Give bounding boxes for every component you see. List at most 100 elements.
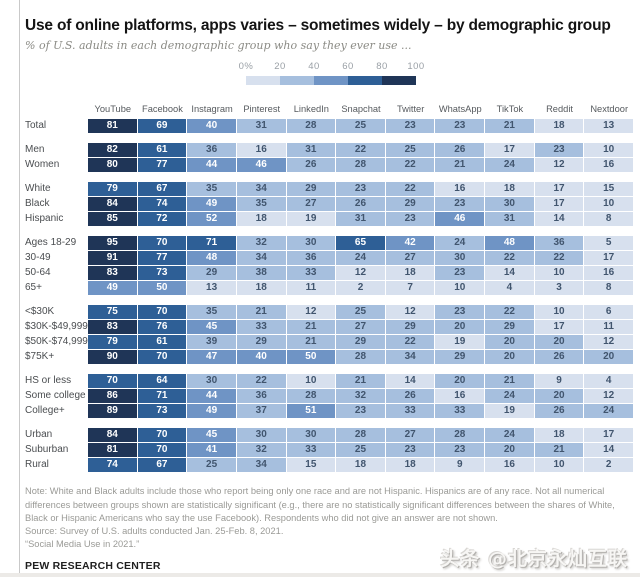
heatmap-cell: 29 <box>485 320 534 335</box>
heatmap-cell: 24 <box>485 158 534 173</box>
heatmap-cell: 81 <box>88 443 137 458</box>
heatmap-cell: 28 <box>336 350 385 365</box>
heatmap-cell: 10 <box>286 374 336 389</box>
heatmap-cell: 46 <box>236 158 286 173</box>
heatmap-cell: 95 <box>88 236 137 251</box>
table-row: $75K+ 90 70 47 40 50 28 34 29 20 26 20 <box>25 350 634 365</box>
heatmap-cell: 74 <box>88 458 137 473</box>
heatmap-cell: 19 <box>435 335 485 350</box>
heatmap-cell: 71 <box>137 389 187 404</box>
page-title: Use of online platforms, apps varies – s… <box>25 17 611 34</box>
heatmap-cell: 23 <box>385 119 435 134</box>
heatmap-cell: 29 <box>435 350 485 365</box>
heatmap-cell: 21 <box>286 335 336 350</box>
heatmap-cell: 71 <box>187 236 236 251</box>
heatmap-cell: 18 <box>534 119 584 134</box>
heatmap-cell: 11 <box>286 281 336 296</box>
row-label: HS or less <box>25 375 72 387</box>
heatmap-cell: 35 <box>236 197 286 212</box>
heatmap-cell: 41 <box>187 443 236 458</box>
legend-tick-label: 20 <box>274 61 286 73</box>
bottom-edge-strip <box>0 573 640 577</box>
heatmap-cell: 29 <box>385 320 435 335</box>
demographic-section: HS or less 70 64 30 22 10 21 14 20 21 9 4 Some colle… <box>25 374 634 419</box>
heatmap-cell: 12 <box>534 158 584 173</box>
legend-tick-label: 60 <box>342 61 354 73</box>
row-label: $30K-$49,999 <box>25 321 88 333</box>
table-row: Women 80 77 44 46 26 28 22 21 24 12 16 <box>25 158 634 173</box>
heatmap-cell: 23 <box>435 266 485 281</box>
row-label: Women <box>25 159 60 171</box>
heatmap-cell: 36 <box>187 143 236 158</box>
column-header: YouTube <box>94 104 132 115</box>
heatmap-cell: 26 <box>534 404 584 419</box>
heatmap-cell: 10 <box>584 143 633 158</box>
row-label: <$30K <box>25 306 55 318</box>
column-header: Pinterest <box>243 104 281 115</box>
heatmap-cell: 32 <box>336 389 385 404</box>
heatmap-cell: 44 <box>187 389 236 404</box>
heatmap-cell: 13 <box>187 281 236 296</box>
heatmap-cell: 14 <box>534 212 584 227</box>
legend-color-swatch <box>314 76 348 86</box>
heatmap-cell: 33 <box>385 404 435 419</box>
legend-tick-label: 0% <box>238 61 254 73</box>
column-header-row: YouTube Facebook Instagram Pinterest LinkedI… <box>25 104 634 119</box>
table-row: Suburban 81 70 41 32 33 25 23 23 20 21 14 <box>25 443 634 458</box>
heatmap-cell: 16 <box>584 266 633 281</box>
heatmap-cell: 33 <box>286 266 336 281</box>
heatmap-cell: 10 <box>435 281 485 296</box>
heatmap-cell: 77 <box>137 251 187 266</box>
heatmap-cell: 31 <box>286 143 336 158</box>
heatmap-cell: 35 <box>187 305 236 320</box>
heatmap-cell: 73 <box>137 404 187 419</box>
heatmap-cell: 23 <box>534 143 584 158</box>
heatmap-cell: 19 <box>485 404 534 419</box>
heatmap-cell: 45 <box>187 320 236 335</box>
row-label: Rural <box>25 459 49 471</box>
heatmap-cell: 30 <box>435 251 485 266</box>
heatmap-cell: 18 <box>336 458 385 473</box>
heatmap-cell: 82 <box>88 143 137 158</box>
heatmap-cell: 12 <box>286 305 336 320</box>
heatmap-cell: 26 <box>385 389 435 404</box>
heatmap-cell: 21 <box>236 305 286 320</box>
heatmap-cell: 64 <box>137 374 187 389</box>
heatmap-cell: 16 <box>435 182 485 197</box>
heatmap-cell: 9 <box>534 374 584 389</box>
table-row: <$30K 75 70 35 21 12 25 12 23 22 10 6 <box>25 305 634 320</box>
heatmap-cell: 65 <box>336 236 385 251</box>
heatmap-cell: 34 <box>236 458 286 473</box>
table-row: 50-64 83 73 29 38 33 12 18 23 14 10 16 <box>25 266 634 281</box>
demographic-section: <$30K 75 70 35 21 12 25 12 23 22 10 6 $30K-$49,999 83… <box>25 305 634 365</box>
legend-tick-label: 100 <box>407 61 425 73</box>
heatmap-cell: 70 <box>137 305 187 320</box>
column-header: Snapchat <box>341 104 381 115</box>
legend-color-swatch <box>348 76 382 86</box>
heatmap-cell: 79 <box>88 182 137 197</box>
heatmap-cell: 61 <box>137 335 187 350</box>
row-label: 30-49 <box>25 252 51 264</box>
table-row: Men 82 61 36 16 31 22 25 26 17 23 10 <box>25 143 634 158</box>
heatmap-cell: 18 <box>534 428 584 443</box>
heatmap-cell: 23 <box>385 212 435 227</box>
heatmap-cell: 17 <box>534 320 584 335</box>
heatmap-cell: 67 <box>137 182 187 197</box>
heatmap-cell: 73 <box>137 266 187 281</box>
heatmap-cell: 22 <box>236 374 286 389</box>
heatmap-cell: 12 <box>385 305 435 320</box>
heatmap-cell: 18 <box>485 182 534 197</box>
heatmap-cell: 49 <box>88 281 137 296</box>
heatmap-cell: 31 <box>336 212 385 227</box>
row-label: Some college <box>25 390 86 402</box>
heatmap-cell: 10 <box>584 197 633 212</box>
heatmap-cell: 17 <box>485 143 534 158</box>
heatmap-cell: 48 <box>187 251 236 266</box>
heatmap-cell: 30 <box>485 197 534 212</box>
heatmap-cell: 23 <box>435 119 485 134</box>
heatmap-cell: 4 <box>485 281 534 296</box>
heatmap-cell: 22 <box>485 251 534 266</box>
heatmap-cell: 20 <box>435 320 485 335</box>
table-row: Some college 86 71 44 36 28 32 26 16 24 20 12 <box>25 389 634 404</box>
